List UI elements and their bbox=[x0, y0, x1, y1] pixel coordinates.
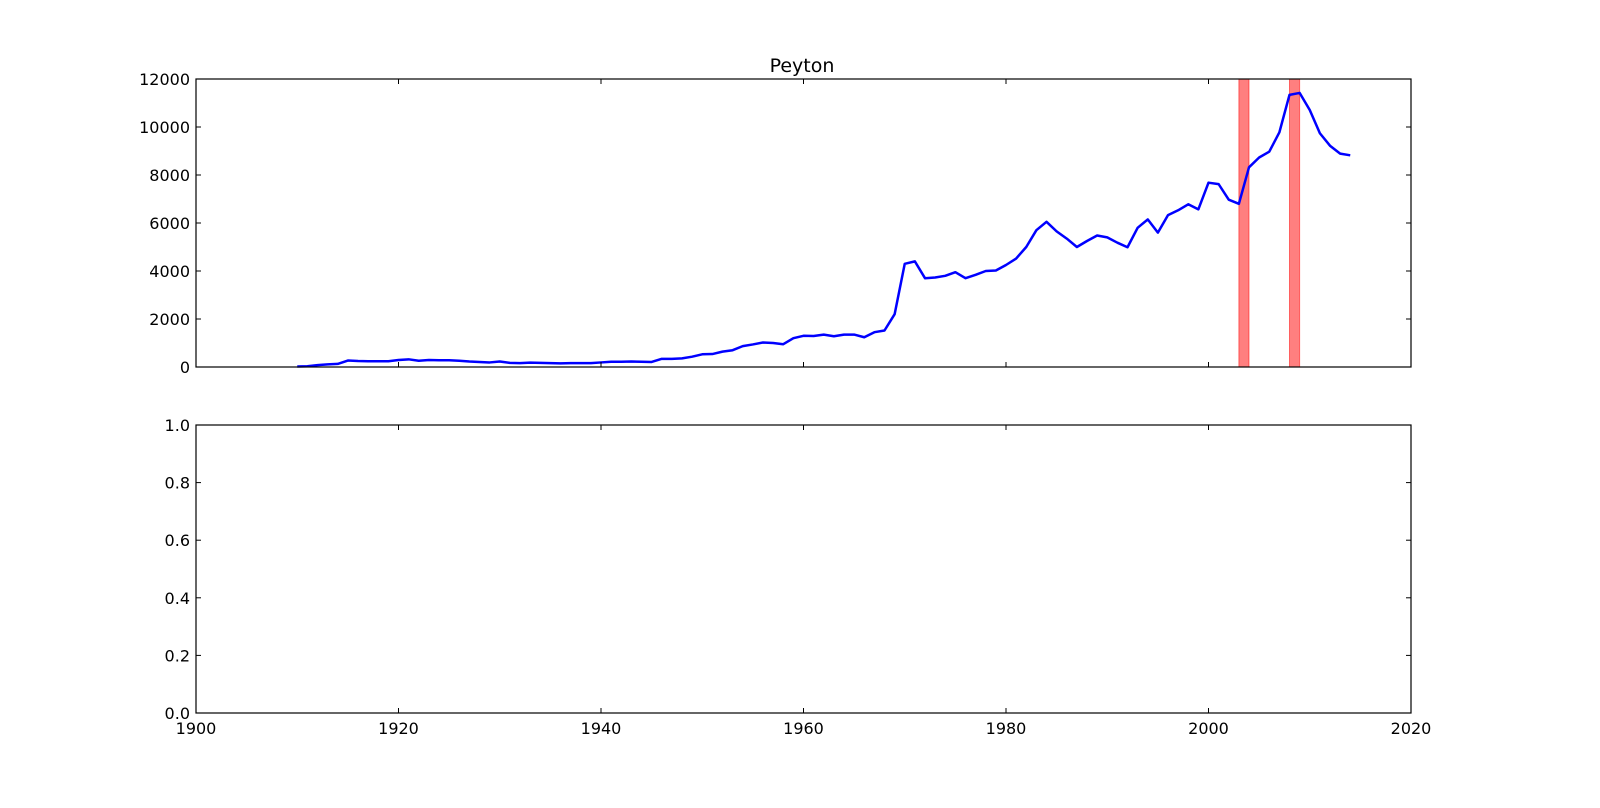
axes-frame bbox=[195, 78, 1412, 368]
x-tick-label: 2020 bbox=[1391, 719, 1432, 738]
y-tick-label: 1.0 bbox=[165, 416, 190, 435]
series-line bbox=[297, 91, 1351, 368]
y-tick-label: 4000 bbox=[149, 262, 190, 281]
y-tick-label: 0.4 bbox=[165, 589, 190, 608]
x-tick-label: 1920 bbox=[378, 719, 419, 738]
chart-title: Peyton bbox=[770, 55, 835, 77]
y-tick-label: 0.6 bbox=[165, 531, 190, 550]
y-tick-label: 6000 bbox=[149, 214, 190, 233]
bottom-plot: 1900 1920 1940 1960 1980 2000 2020 0.0 0.2 0.4 0.6… bbox=[165, 416, 1432, 738]
shaded-span-0 bbox=[1238, 78, 1250, 368]
y-tick-label: 8000 bbox=[149, 166, 190, 185]
x-tick-label: 1980 bbox=[986, 719, 1027, 738]
shaded-span-1 bbox=[1289, 78, 1301, 368]
y-tick-label: 10000 bbox=[139, 118, 190, 137]
x-tick-label: 1940 bbox=[581, 719, 622, 738]
y-tick-label: 0.0 bbox=[165, 704, 190, 723]
y-tick-label: 0.2 bbox=[165, 646, 190, 665]
x-tick-label: 1960 bbox=[783, 719, 824, 738]
y-tick-label: 12000 bbox=[139, 70, 190, 89]
y-tick-label: 0 bbox=[180, 358, 190, 377]
axes-frame bbox=[195, 424, 1412, 714]
x-tick-label: 2000 bbox=[1188, 719, 1229, 738]
y-tick-label: 0.8 bbox=[165, 474, 190, 493]
x-tick-label: 1900 bbox=[176, 719, 217, 738]
y-tick-label: 2000 bbox=[149, 310, 190, 329]
top-plot: 0 2000 4000 6000 8000 10000 12000 bbox=[139, 70, 1412, 377]
